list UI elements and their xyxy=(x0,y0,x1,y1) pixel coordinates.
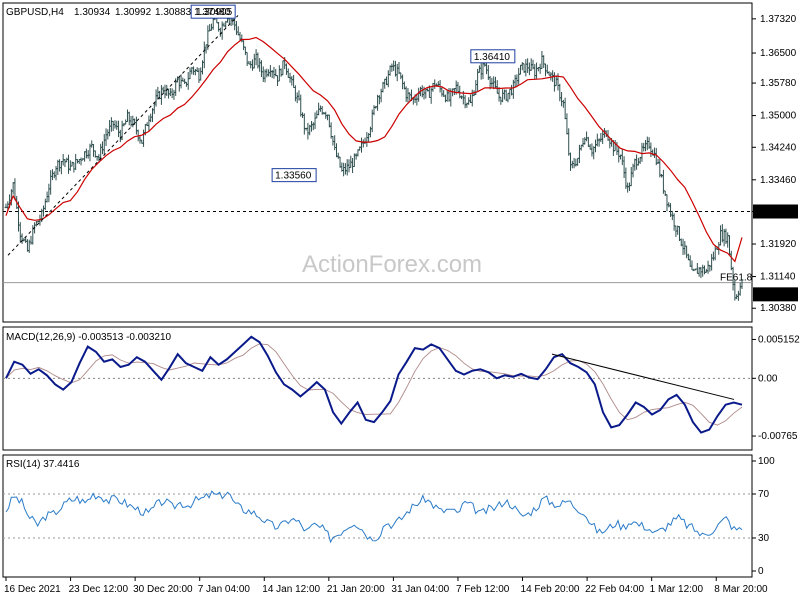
price-annotation: 1.36410 xyxy=(470,49,516,64)
macd-y-tick: 0.005152 xyxy=(758,334,800,345)
support-price-box xyxy=(753,204,798,219)
price-y-tick: 1.31920 xyxy=(760,239,797,250)
price-annotation: 1.37480 xyxy=(190,4,236,19)
annotation-box xyxy=(190,4,236,19)
low-value: 1.30883 xyxy=(155,7,192,18)
annotation-box xyxy=(470,49,516,64)
macd-line xyxy=(5,335,743,434)
rsi-layer xyxy=(3,490,752,544)
price-y-tick: 1.35780 xyxy=(760,78,797,89)
price-annotation: 1.33560 xyxy=(271,168,317,183)
rsi-y-tick: 100 xyxy=(758,456,775,467)
last-price-label: 1.30905 xyxy=(758,290,795,301)
rsi-title: RSI(14) 37.4416 xyxy=(6,459,80,470)
price-panel-frame xyxy=(2,2,753,323)
price-y-tick: 1.33460 xyxy=(760,175,797,186)
price-layer: FE61.8 1.37480 1.33560 1.36410 xyxy=(3,4,753,301)
rsi-y-tick: 0 xyxy=(758,566,764,577)
x-tick-label: 22 Feb 04:00 xyxy=(585,584,644,595)
price-trendline xyxy=(7,15,239,256)
annotation-label: 1.36410 xyxy=(474,52,511,63)
x-tick-label: 7 Jan 04:00 xyxy=(198,584,251,595)
price-y-tick: 1.34240 xyxy=(760,142,797,153)
support-price-label: 1.32700 xyxy=(758,207,795,218)
price-y-tick: 1.36500 xyxy=(760,48,797,59)
moving-average-line xyxy=(5,36,743,263)
macd-title: MACD(12,26,9) -0.003513 -0.003210 xyxy=(6,332,172,343)
macd-layer xyxy=(3,335,752,434)
x-tick-label: 31 Jan 04:00 xyxy=(391,584,449,595)
rsi-y-tick: 30 xyxy=(758,533,770,544)
close-value: 1.30905 xyxy=(196,7,233,18)
x-tick-label: 14 Jan 12:00 xyxy=(262,584,320,595)
x-tick-label: 14 Feb 20:00 xyxy=(521,584,580,595)
rsi-line xyxy=(5,490,743,544)
x-tick-label: 21 Jan 20:00 xyxy=(327,584,385,595)
price-bar xyxy=(740,279,744,289)
annotation-box xyxy=(271,168,317,183)
symbol-label: GBPUSD,H4 xyxy=(6,7,64,18)
annotation-label: 1.33560 xyxy=(275,171,312,182)
price-y-tick: 1.30380 xyxy=(760,303,797,314)
watermark: ActionForex.com xyxy=(302,251,482,278)
x-tick-label: 8 Mar 20:00 xyxy=(714,584,768,595)
price-header: GBPUSD,H4 1.30934 1.30992 1.30883 1.3090… xyxy=(6,7,233,18)
rsi-y-tick: 70 xyxy=(758,489,770,500)
x-tick-label: 1 Mar 12:00 xyxy=(650,584,704,595)
fibo-label: FE61.8 xyxy=(720,273,753,284)
x-tick-label: 23 Dec 12:00 xyxy=(69,584,129,595)
macd-panel-frame xyxy=(2,326,753,451)
price-y-tick: 1.37320 xyxy=(760,14,797,25)
price-y-tick: 1.35000 xyxy=(760,111,797,122)
price-y-tick: 1.31140 xyxy=(760,272,796,283)
rsi-panel-frame xyxy=(2,454,753,578)
macd-signal-line xyxy=(5,343,743,426)
last-price-box xyxy=(753,287,798,302)
x-tick-label: 30 Dec 20:00 xyxy=(133,584,193,595)
macd-y-tick: 0.00 xyxy=(758,373,778,384)
x-tick-label: 7 Feb 12:00 xyxy=(456,584,510,595)
high-value: 1.30992 xyxy=(115,7,152,18)
open-value: 1.30934 xyxy=(74,7,111,18)
x-tick-label: 16 Dec 2021 xyxy=(4,584,61,595)
annotation-label: 1.37480 xyxy=(194,7,231,18)
macd-trendline xyxy=(551,353,735,400)
macd-y-tick: -0.00765 xyxy=(758,431,798,442)
axes-layer: 1.37320 1.36500 1.35780 1.35000 1.34240 1.334… xyxy=(4,14,800,595)
